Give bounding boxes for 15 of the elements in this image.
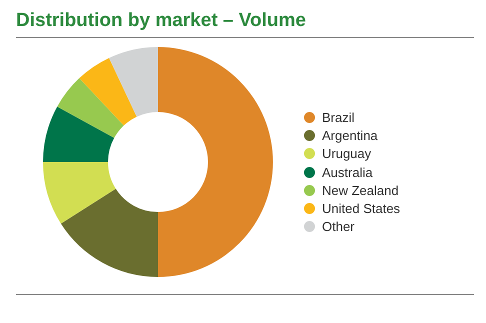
donut-slice (79, 58, 137, 126)
legend-label: Argentina (322, 128, 378, 143)
legend-label: Uruguay (322, 146, 372, 162)
legend-label: United States (322, 201, 400, 216)
donut-slice (60, 188, 158, 277)
donut-slice (43, 106, 114, 162)
donut-slice (57, 78, 124, 138)
donut-slice (43, 162, 116, 224)
donut-slice (158, 47, 273, 277)
legend-label: Brazil (322, 110, 355, 125)
legend-label: Other (322, 219, 355, 234)
donut-slice (109, 47, 158, 117)
legend-label: New Zealand (322, 182, 399, 198)
legend-label: Australia (322, 164, 373, 180)
chart-title: Distribution by market – Volume (16, 10, 306, 32)
